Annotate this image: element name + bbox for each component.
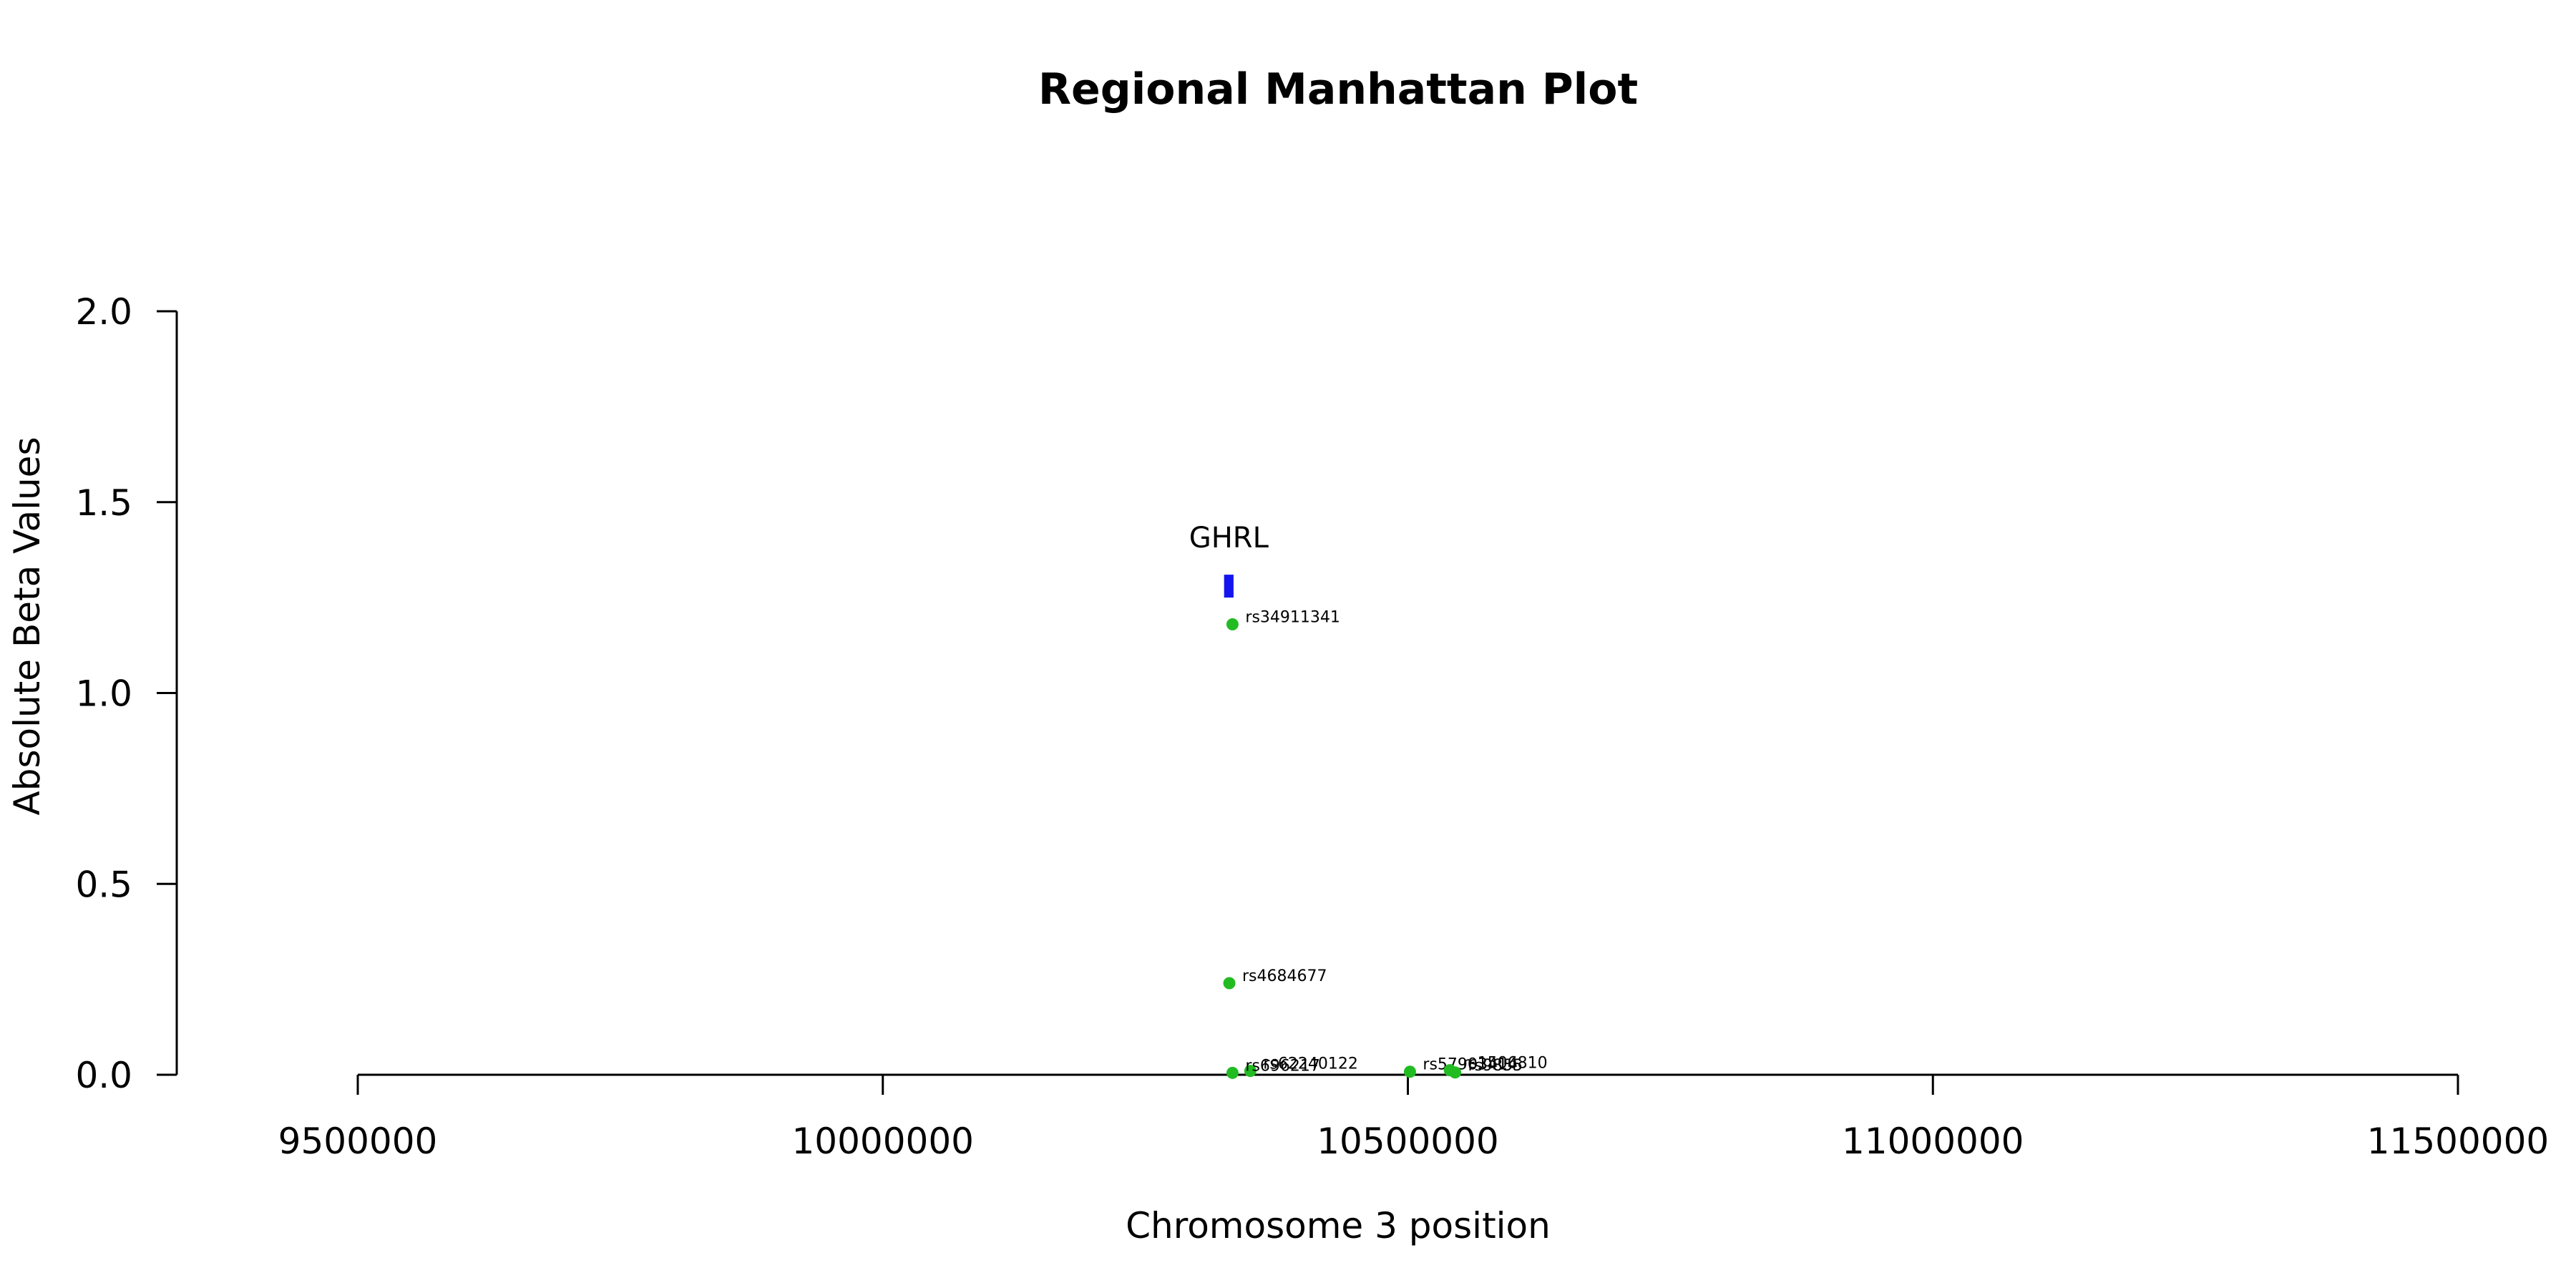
gene-track: GHRL: [1189, 522, 1269, 598]
snp-point: [1226, 618, 1239, 630]
x-tick-label: 11500000: [2367, 1121, 2550, 1162]
chart-title: Regional Manhattan Plot: [1038, 64, 1638, 114]
snp-label: rs62240122: [1263, 1055, 1357, 1073]
snp-label: rs696217: [1245, 1057, 1320, 1075]
snp-label: rs1506810: [1463, 1055, 1548, 1073]
y-tick-label: 0.5: [75, 864, 132, 905]
x-tick-label: 10500000: [1317, 1121, 1499, 1162]
x-axis-label: Chromosome 3 position: [1126, 1205, 1551, 1246]
snp-label: rs57903414: [1423, 1056, 1517, 1074]
y-tick-label: 1.0: [75, 673, 132, 715]
snp-point: [1403, 1065, 1416, 1078]
snp-label: rs9855: [1468, 1057, 1523, 1075]
gene-block: [1224, 575, 1234, 598]
y-tick-label: 1.5: [75, 482, 132, 524]
x-tick-label: 11000000: [1842, 1121, 2024, 1162]
x-tick-label: 9500000: [278, 1121, 438, 1162]
snp-point: [1226, 1066, 1239, 1079]
y-tick-label: 2.0: [75, 291, 132, 333]
snp-point: [1449, 1066, 1462, 1079]
axes: 0.0 0.5 1.0 1.5 2.0 9500000 10000000 10500000 11…: [75, 291, 2549, 1162]
snp-label: rs4684677: [1242, 967, 1327, 985]
gene-label: GHRL: [1189, 522, 1269, 555]
y-axis-label: Absolute Beta Values: [6, 437, 48, 816]
snp-point: [1223, 977, 1236, 990]
snp-label: rs34911341: [1245, 608, 1340, 626]
x-tick-label: 10000000: [792, 1121, 975, 1162]
y-tick-label: 0.0: [75, 1055, 132, 1096]
snp-point: [1244, 1065, 1257, 1078]
